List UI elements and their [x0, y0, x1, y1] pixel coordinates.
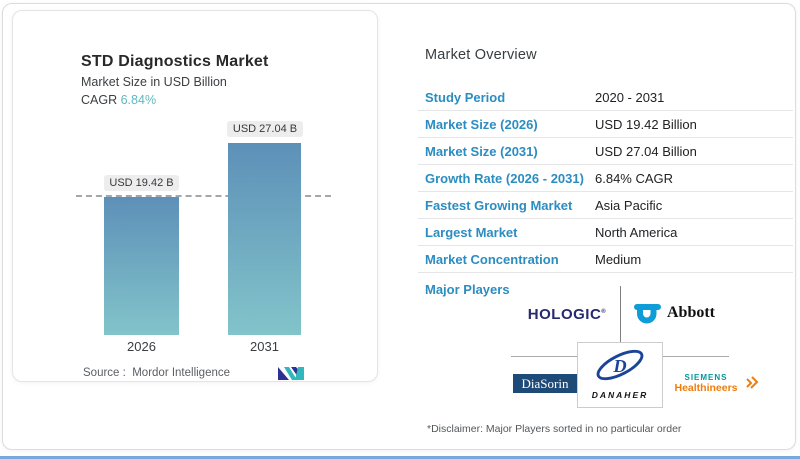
bar-2031 [228, 143, 301, 335]
overview-row: Market Concentration Medium [418, 246, 793, 273]
abbott-wordmark: Abbott [667, 304, 716, 321]
overview-row-label: Market Concentration [425, 251, 559, 267]
major-players-label: Major Players [425, 282, 510, 297]
market-overview-title: Market Overview [425, 47, 537, 63]
overview-row: Growth Rate (2026 - 2031) 6.84% CAGR [418, 165, 793, 192]
overview-row-label: Fastest Growing Market [425, 197, 573, 213]
overview-row-value: 6.84% CAGR [595, 170, 674, 186]
cagr-label: CAGR [81, 93, 118, 107]
overview-row-label: Study Period [425, 89, 506, 105]
overview-row-value: USD 19.42 Billion [595, 116, 697, 132]
healthineers-wordmark: Healthineers [674, 382, 738, 394]
cagr-value: 6.84% [120, 93, 157, 107]
bottom-accent-bar [0, 456, 800, 459]
chart-subtitle: Market Size in USD Billion [81, 75, 227, 89]
siemens-healthineers-logo: SIEMENS Healthineers [666, 373, 746, 394]
danaher-wordmark: DANAHER [591, 390, 649, 400]
danaher-d-icon: D [596, 349, 644, 381]
diasorin-logo: DiaSorin [513, 374, 577, 393]
overview-row: Fastest Growing Market Asia Pacific [418, 192, 793, 219]
siemens-wordmark: SIEMENS [684, 373, 728, 382]
source-value: Mordor Intelligence [132, 367, 231, 379]
overview-row-value: USD 27.04 Billion [595, 143, 697, 159]
reference-dashed-line [76, 195, 331, 197]
cagr-row: CAGR 6.84% [81, 93, 156, 107]
overview-row: Study Period 2020 - 2031 [418, 84, 793, 111]
overview-row: Market Size (2031) USD 27.04 Billion [418, 138, 793, 165]
overview-row-value: 2020 - 2031 [595, 89, 665, 105]
danaher-logo-card: D DANAHER [577, 342, 663, 408]
svg-text:D: D [612, 356, 626, 376]
logo-divider-vertical [620, 286, 621, 343]
overview-row-label: Market Size (2026) [425, 116, 538, 132]
overview-row-value: Asia Pacific [595, 197, 663, 213]
overview-row-label: Growth Rate (2026 - 2031) [425, 170, 584, 186]
disclaimer-text: *Disclaimer: Major Players sorted in no … [427, 423, 682, 435]
overview-row-value: North America [595, 224, 678, 240]
abbott-logo: Abbott [634, 301, 715, 325]
overview-row: Largest Market North America [418, 219, 793, 246]
registered-mark: ® [601, 309, 607, 315]
bar-2026 [104, 197, 179, 335]
mordor-intelligence-logo [278, 367, 304, 380]
hologic-wordmark: HOLOGIC [527, 306, 602, 323]
hologic-logo: HOLOGIC® [519, 306, 615, 323]
overview-row-label: Largest Market [425, 224, 518, 240]
bar-value-label-2026: USD 19.42 B [104, 175, 179, 191]
abbott-symbol-icon [634, 304, 661, 324]
chart-card: STD Diagnostics Market Market Size in US… [12, 10, 378, 382]
overview-row-value: Medium [595, 251, 642, 267]
market-overview-table: Study Period 2020 - 2031 Market Size (2026… [418, 84, 793, 273]
healthineers-arrow-icon [746, 376, 759, 389]
overview-row-label: Market Size (2031) [425, 143, 538, 159]
x-axis-label-2031: 2031 [250, 339, 279, 354]
chart-title: STD Diagnostics Market [81, 53, 269, 70]
overview-row: Market Size (2026) USD 19.42 Billion [418, 111, 793, 138]
bar-value-label-2031: USD 27.04 B [227, 121, 303, 137]
source-label: Source : [83, 367, 126, 379]
x-axis-label-2026: 2026 [127, 339, 156, 354]
source-row: Source : Mordor Intelligence [83, 367, 230, 379]
